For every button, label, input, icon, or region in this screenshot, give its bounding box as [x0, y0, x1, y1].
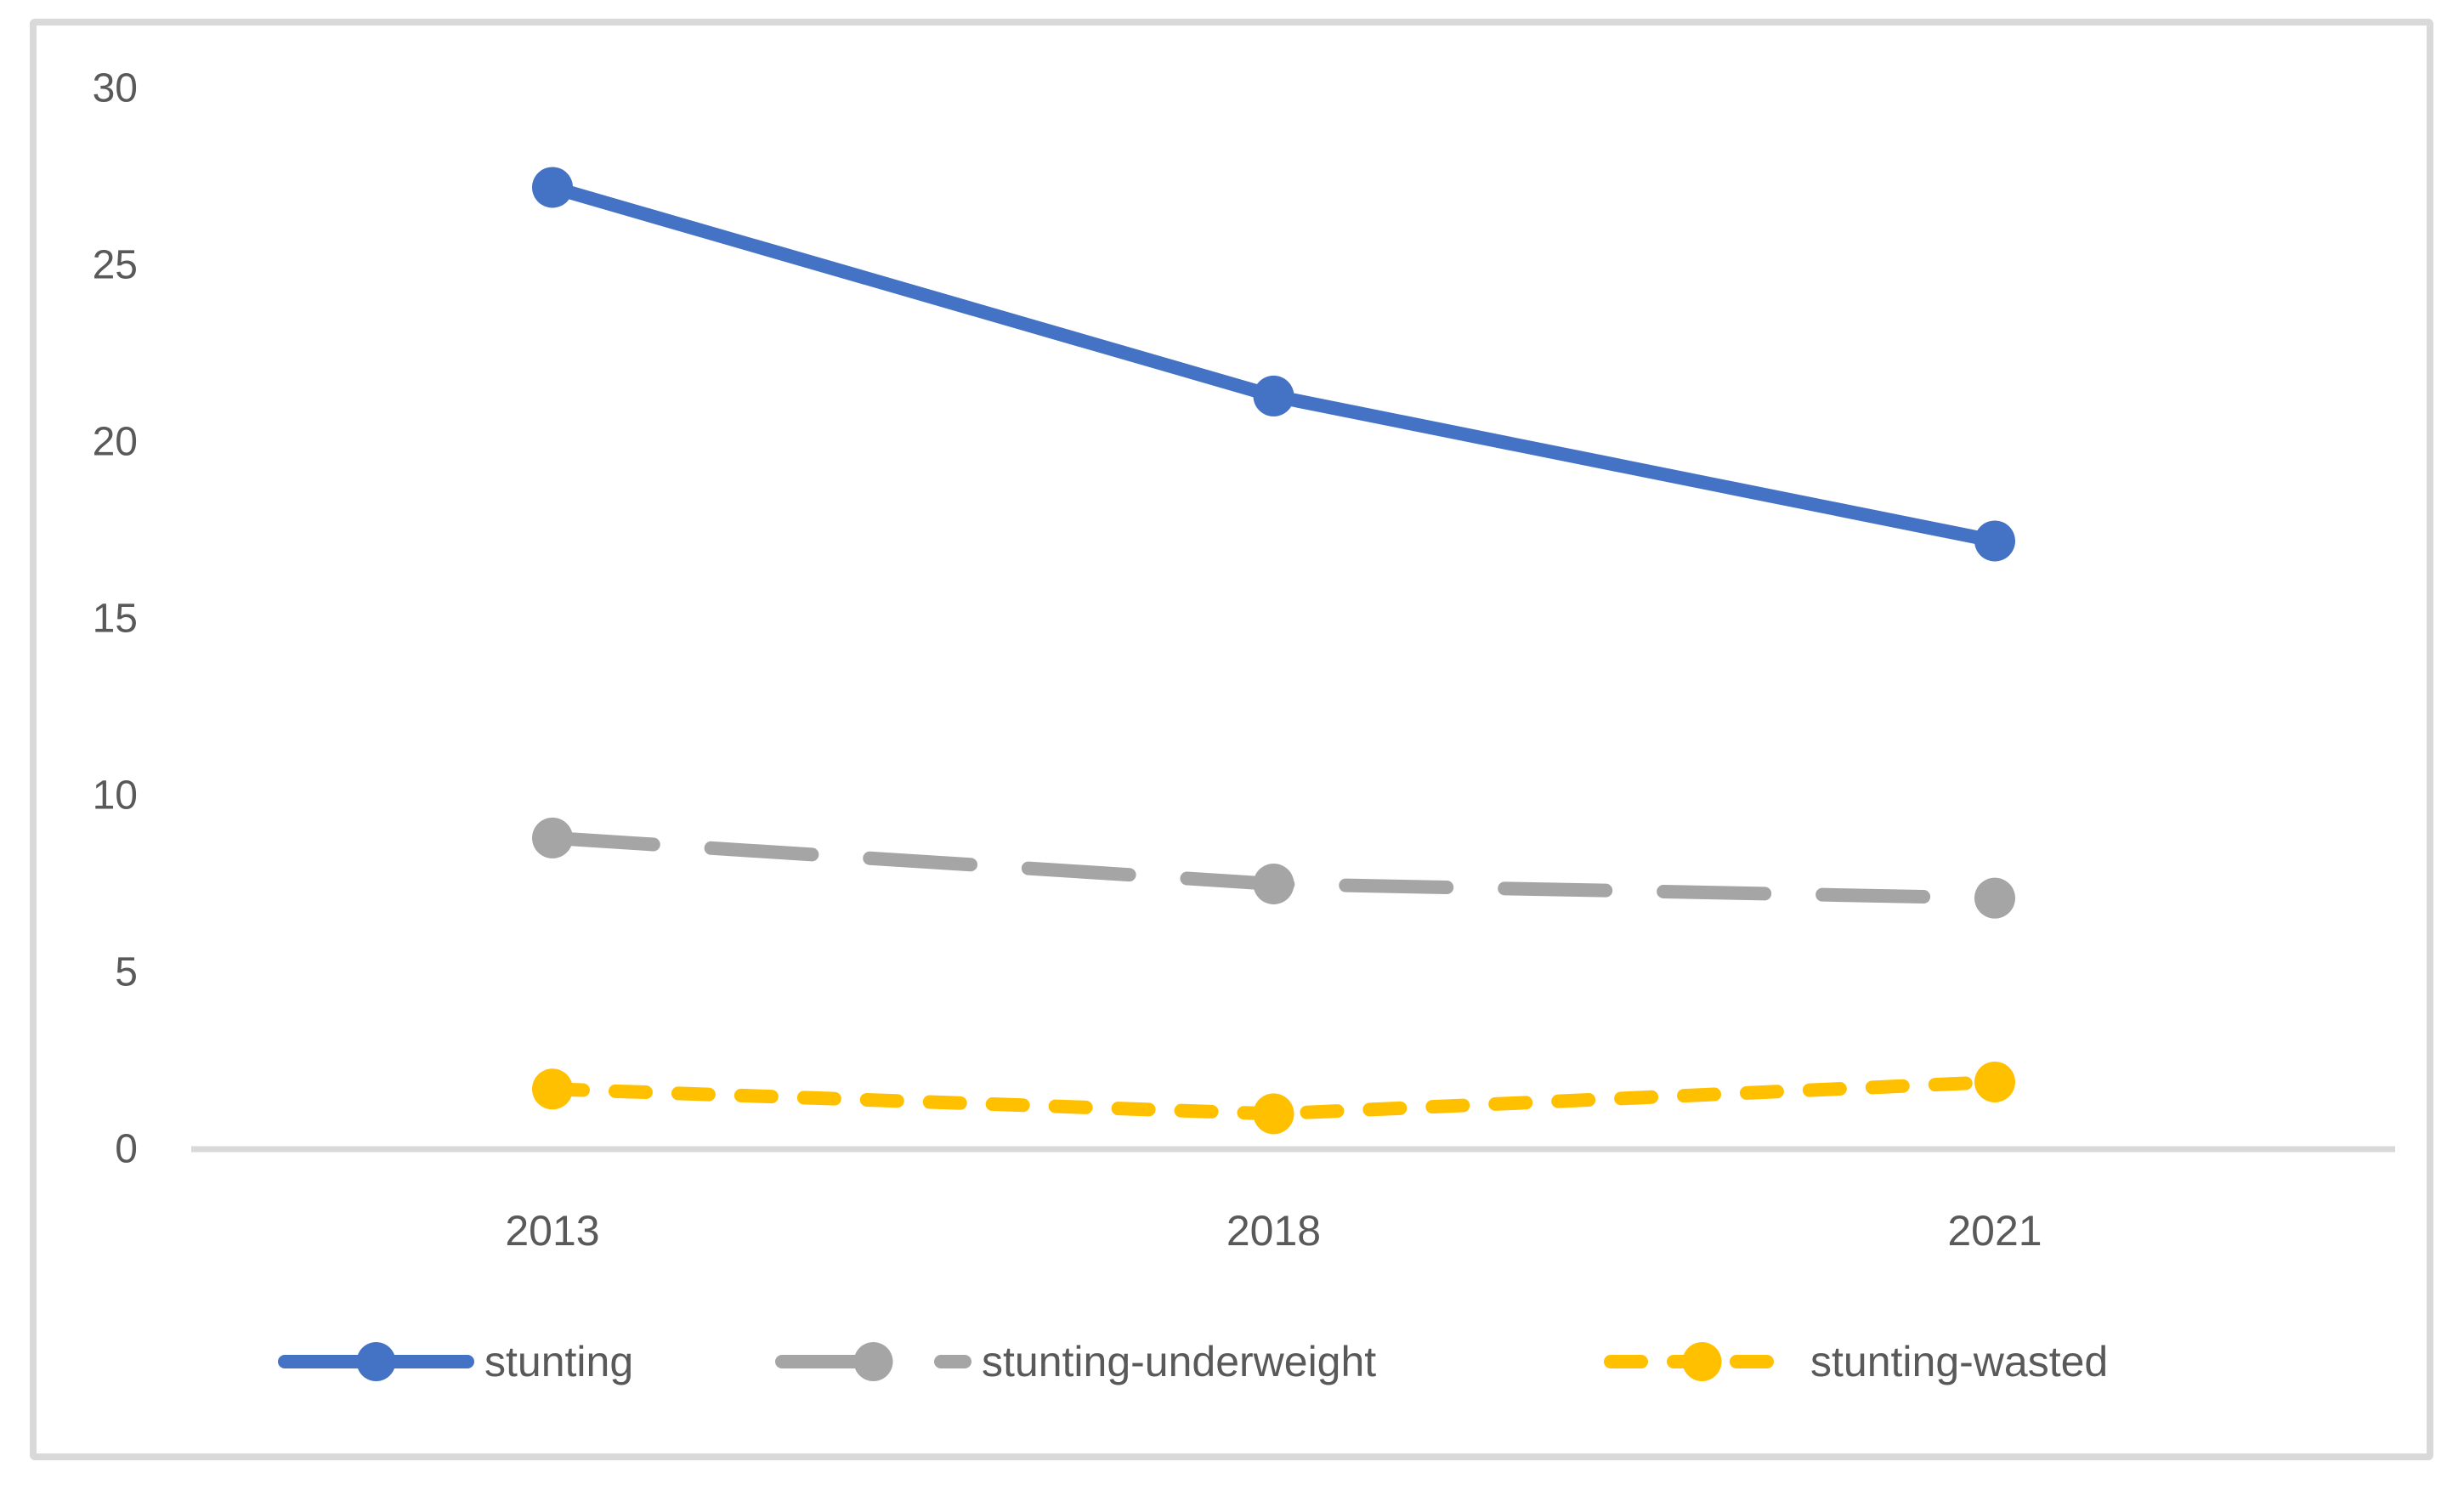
- y-tick-label: 20: [93, 420, 138, 465]
- x-category-label: 2018: [1226, 1207, 1321, 1255]
- data-point-stunting-2018: [1253, 375, 1294, 416]
- legend-marker-stunting: [356, 1342, 396, 1381]
- x-category-label: 2013: [505, 1207, 599, 1255]
- legend-marker-stunting-wasted: [1682, 1342, 1722, 1381]
- series-layer: [532, 167, 2015, 1135]
- data-point-stunting-wasted-2018: [1253, 1093, 1294, 1135]
- legend-label-stunting: stunting: [484, 1338, 633, 1385]
- data-point-stunting-underweight-2018: [1253, 864, 1294, 904]
- legend-label-stunting-wasted: stunting-wasted: [1810, 1338, 2108, 1385]
- legend-marker-stunting-underweight: [853, 1342, 893, 1381]
- label-layer: 0 5 10 15 20 25 30 2013 2018 2021: [93, 66, 2042, 1255]
- x-category-label: 2021: [1947, 1207, 2042, 1255]
- y-tick-label: 10: [93, 773, 138, 819]
- data-point-stunting-underweight-2021: [1974, 877, 2015, 919]
- data-point-stunting-wasted-2013: [532, 1068, 573, 1110]
- series-line-stunting: [546, 180, 2002, 548]
- data-point-stunting-2021: [1974, 520, 2015, 562]
- y-tick-label: 0: [115, 1127, 138, 1172]
- y-tick-label: 25: [93, 243, 138, 288]
- y-tick-label: 15: [93, 597, 138, 642]
- data-point-stunting-2013: [532, 167, 573, 208]
- legend-label-stunting-underweight: stunting-underweight: [982, 1338, 1376, 1385]
- data-point-stunting-underweight-2013: [532, 817, 573, 858]
- legend-layer: stunting stunting-underweight stunting-was…: [278, 1338, 2108, 1385]
- data-point-stunting-wasted-2021: [1974, 1061, 2015, 1102]
- chart-border-frame: [30, 19, 2433, 1460]
- y-tick-label: 5: [115, 950, 138, 995]
- y-tick-label: 30: [93, 66, 138, 111]
